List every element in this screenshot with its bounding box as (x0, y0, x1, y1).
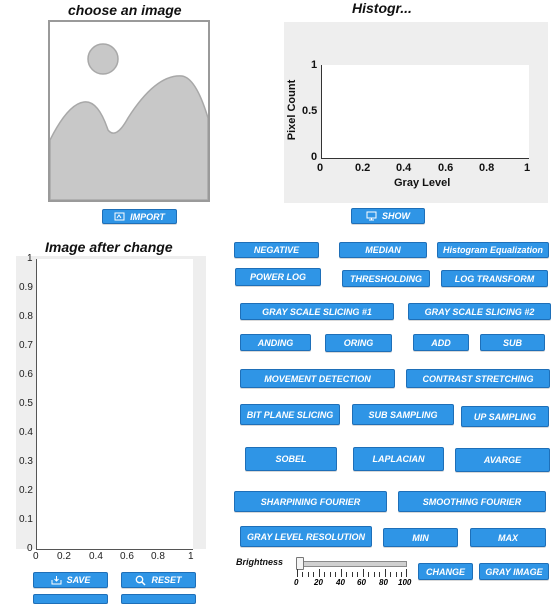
save-button[interactable]: SAVE (33, 572, 108, 588)
anding-button[interactable]: ANDING (240, 334, 311, 351)
slider-track[interactable] (297, 561, 407, 567)
negative-button[interactable]: NEGATIVE (234, 242, 319, 258)
save-icon (51, 575, 62, 585)
histogram-ytick: 1 (311, 59, 318, 71)
gray-image-button[interactable]: GRAY IMAGE (479, 563, 549, 580)
slider-tick-label: 20 (314, 578, 323, 587)
slider-tick-label: 80 (379, 578, 388, 587)
histogram-ytick: 0 (311, 151, 318, 163)
oring-button[interactable]: ORING (325, 334, 392, 352)
result-xtick: 0.2 (57, 551, 71, 562)
gray-scale-slicing-1-button[interactable]: GRAY SCALE SLICING #1 (240, 303, 394, 320)
power-log-button[interactable]: POWER LOG (235, 268, 321, 286)
histogram-xtick: 1 (524, 162, 531, 174)
sub-button[interactable]: SUB (480, 334, 545, 351)
histogram-title: Histogr... (352, 0, 412, 16)
result-ytick: 0.4 (19, 427, 33, 438)
result-ytick: 0.1 (19, 514, 33, 525)
slider-tick-label: 60 (357, 578, 366, 587)
image-icon (49, 43, 209, 201)
monitor-icon (366, 211, 377, 221)
image-placeholder (48, 20, 210, 202)
result-ytick: 0.2 (19, 485, 33, 496)
result-ytick: 0 (27, 543, 33, 554)
result-ytick: 0.7 (19, 340, 33, 351)
laplacian-button[interactable]: LAPLACIAN (353, 447, 444, 471)
histogram-xtick: 0.2 (355, 162, 371, 174)
gray-scale-slicing-2-button[interactable]: GRAY SCALE SLICING #2 (408, 303, 551, 320)
change-button[interactable]: CHANGE (418, 563, 473, 580)
result-ytick: 0.6 (19, 369, 33, 380)
median-button[interactable]: MEDIAN (339, 242, 427, 258)
add-button[interactable]: ADD (413, 334, 469, 351)
extra-button-left[interactable] (33, 594, 108, 604)
import-button[interactable]: IMPORT (102, 209, 177, 224)
log-transform-button[interactable]: LOG TRANSFORM (441, 270, 548, 287)
import-icon (114, 212, 125, 221)
contrast-stretching-button[interactable]: CONTRAST STRETCHING (406, 369, 550, 388)
result-ytick: 1 (27, 253, 33, 264)
histogram-xtick: 0.8 (479, 162, 495, 174)
histogram-xtick: 0 (317, 162, 324, 174)
avarge-button[interactable]: AVARGE (455, 448, 550, 472)
histogram-xlabel: Gray Level (394, 177, 451, 189)
magnifier-icon (135, 575, 147, 586)
choose-image-title: choose an image (68, 2, 182, 18)
brightness-label: Brightness (236, 557, 284, 567)
result-axes (36, 259, 193, 550)
reset-button[interactable]: RESET (121, 572, 196, 588)
brightness-slider[interactable]: 0 20 40 60 80 100 (293, 555, 411, 595)
extra-button-right[interactable] (121, 594, 196, 604)
slider-ticks (297, 569, 407, 579)
histogram-xtick: 0.4 (396, 162, 412, 174)
sub-sampling-button[interactable]: SUB SAMPLING (352, 404, 454, 425)
slider-tick-label: 0 (294, 578, 299, 587)
image-after-change-title: Image after change (45, 239, 173, 255)
result-ytick: 0.9 (19, 282, 33, 293)
thresholding-button[interactable]: THRESHOLDING (342, 270, 430, 287)
histogram-ylabel: Pixel Count (286, 79, 298, 141)
bit-plane-slicing-button[interactable]: BIT PLANE SLICING (240, 404, 340, 425)
result-xtick: 1 (188, 551, 194, 562)
sharpening-fourier-button[interactable]: SHARPINING FOURIER (234, 491, 387, 512)
histogram-xtick: 0.6 (438, 162, 454, 174)
result-xtick: 0.8 (151, 551, 165, 562)
result-ytick: 0.3 (19, 456, 33, 467)
min-button[interactable]: MIN (383, 528, 458, 547)
slider-tick-label: 40 (336, 578, 345, 587)
histogram-axes (321, 65, 529, 159)
slider-thumb[interactable] (296, 557, 304, 570)
histogram-equalization-button[interactable]: Histogram Equalization (437, 242, 549, 258)
result-ytick: 0.8 (19, 311, 33, 322)
up-sampling-button[interactable]: UP SAMPLING (461, 406, 549, 427)
histogram-ytick: 0.5 (302, 105, 318, 117)
show-button[interactable]: SHOW (351, 208, 425, 224)
result-ytick: 0.5 (19, 398, 33, 409)
result-xtick: 0 (33, 551, 39, 562)
sobel-button[interactable]: SOBEL (245, 447, 337, 471)
gray-level-resolution-button[interactable]: GRAY LEVEL RESOLUTION (240, 526, 372, 547)
movement-detection-button[interactable]: MOVEMENT DETECTION (240, 369, 395, 388)
smoothing-fourier-button[interactable]: SMOOTHING FOURIER (398, 491, 546, 512)
slider-tick-label: 100 (398, 578, 412, 587)
result-xtick: 0.6 (120, 551, 134, 562)
max-button[interactable]: MAX (470, 528, 546, 547)
result-xtick: 0.4 (89, 551, 103, 562)
